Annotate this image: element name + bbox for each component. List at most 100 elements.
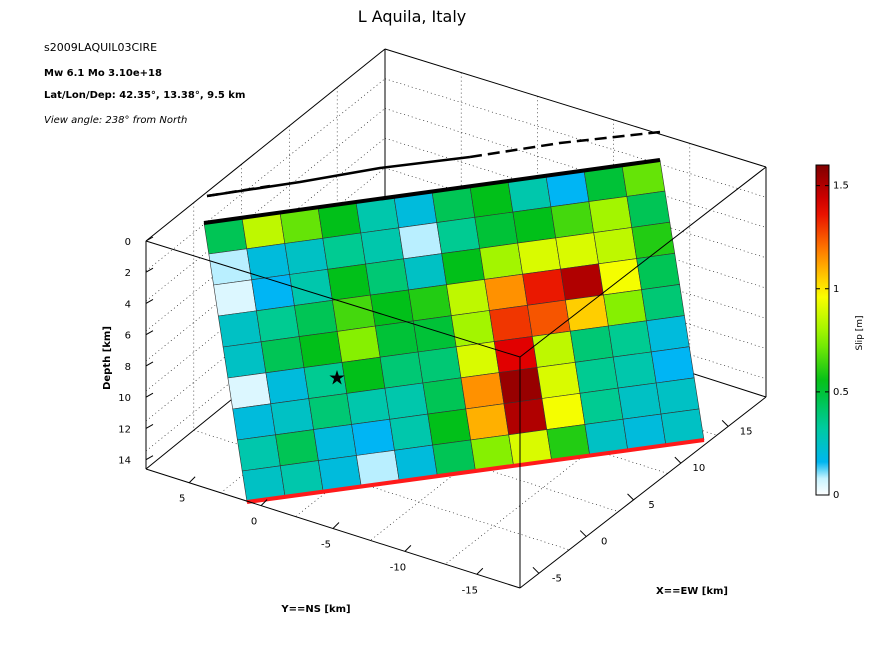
location-depth: Lat/Lon/Dep: 42.35°, 13.38°, 9.5 km <box>44 90 245 101</box>
slip-patch <box>565 294 609 332</box>
slip-patch <box>465 403 510 441</box>
gridline-right-wall <box>384 167 767 289</box>
slip-patch <box>655 377 700 415</box>
slip-patch <box>536 361 581 399</box>
ns-tick <box>188 476 196 484</box>
slip-patch <box>222 341 267 379</box>
slip-patch <box>612 351 657 389</box>
box-edge-front-right <box>519 396 767 589</box>
slip-patch <box>294 299 338 337</box>
ew-tick-label: 15 <box>740 426 753 437</box>
depth-tick-label: 0 <box>125 237 131 248</box>
depth-tick-label: 8 <box>125 362 131 373</box>
slip-patch <box>284 237 328 275</box>
depth-tick-label: 4 <box>125 299 131 310</box>
slip-patch <box>417 346 462 384</box>
slip-patch <box>308 393 352 430</box>
slip-patch <box>374 320 419 358</box>
slip-patch <box>646 315 690 353</box>
slip-patch <box>436 216 481 254</box>
slip-patch <box>626 190 671 228</box>
slip-patch <box>569 325 614 363</box>
slip-patch <box>574 356 619 394</box>
slip-patch <box>541 392 586 430</box>
ew-tick-label: 10 <box>692 463 705 474</box>
slip-patch <box>560 263 604 301</box>
ew-axis-label: X==EW [km] <box>656 586 728 597</box>
ew-tick-label: 5 <box>648 500 654 511</box>
ew-tick <box>721 420 729 427</box>
gridline-right-wall <box>384 108 767 228</box>
depth-tick-label: 14 <box>118 456 131 467</box>
colorbar-tick-label: 0 <box>833 490 839 501</box>
slip-patch <box>322 232 366 270</box>
slip-patch <box>650 346 695 384</box>
slip-patch <box>503 398 548 436</box>
magnitude-moment: Mw 6.1 Mo 3.10e+18 <box>44 68 162 79</box>
ns-tick <box>260 499 268 506</box>
depth-tick <box>145 330 154 336</box>
depth-tick <box>145 236 154 242</box>
box-edge-top-front-right <box>519 166 767 358</box>
ns-tick <box>404 545 412 552</box>
slip-patch <box>370 289 414 327</box>
slip-patch <box>608 320 652 358</box>
slip-patch <box>412 315 457 353</box>
depth-axis-label: Depth [km] <box>102 326 113 390</box>
slip-patch <box>446 279 490 317</box>
box-edge-top-right <box>384 48 767 168</box>
ns-tick-label: 0 <box>251 517 257 528</box>
slip-patch <box>498 367 543 405</box>
ns-tick-label: -15 <box>462 585 478 596</box>
slip-patch <box>550 201 595 239</box>
depth-tick <box>145 392 154 398</box>
slip-patch <box>422 377 467 415</box>
colorbar-ticks: 0 0.5 1 1.5 <box>816 181 849 501</box>
slip-patch <box>531 330 576 368</box>
slip-patch <box>384 382 429 420</box>
slip-patch <box>260 336 305 374</box>
slip-patch <box>517 237 561 275</box>
slip-patch <box>341 356 386 394</box>
depth-tick-label: 2 <box>125 268 131 279</box>
slip-patch <box>489 304 533 342</box>
fault-bottom-edge <box>246 438 705 504</box>
ns-tick <box>476 567 484 575</box>
slip-patch <box>493 336 538 373</box>
ew-tick-label: -5 <box>552 573 562 584</box>
slip-patch <box>232 403 276 441</box>
slip-patch <box>441 248 485 286</box>
slip-patch <box>636 252 680 291</box>
ew-tick-label: 0 <box>601 537 607 548</box>
axes-box-front <box>145 166 767 589</box>
box-edge-top-left <box>145 48 386 242</box>
ns-tick-label: -5 <box>321 540 331 551</box>
slip-patch <box>256 305 300 343</box>
slip-patch <box>641 284 685 322</box>
slip-patch <box>346 387 391 425</box>
slip-patch <box>336 325 381 363</box>
depth-tick-label: 6 <box>125 331 131 342</box>
depth-axis: 0 2 4 6 8 10 12 14 <box>118 236 154 467</box>
ns-tick-label: -10 <box>390 562 406 573</box>
ns-tick <box>332 522 340 529</box>
slip-patch <box>327 263 371 301</box>
slip-patch <box>631 221 676 259</box>
slip-patch <box>379 351 424 389</box>
ns-axis-label: Y==NS [km] <box>280 604 350 615</box>
colorbar-tick-label: 1 <box>833 284 839 295</box>
slip-patch <box>237 434 281 472</box>
fault-bottom-edge-line <box>246 438 705 504</box>
ns-axis: 5 0 -5 -10 -15 <box>179 476 484 596</box>
depth-tick <box>145 267 154 273</box>
slip-patch <box>593 227 637 265</box>
slip-patch <box>389 413 433 451</box>
depth-tick <box>145 455 154 461</box>
hypocenter-star <box>329 370 345 385</box>
ew-axis: -5 0 5 10 15 <box>532 420 753 584</box>
gridline-left-wall <box>145 167 386 362</box>
ew-tick <box>627 493 634 501</box>
slip-patch <box>270 398 314 436</box>
slip-patch <box>460 372 505 410</box>
